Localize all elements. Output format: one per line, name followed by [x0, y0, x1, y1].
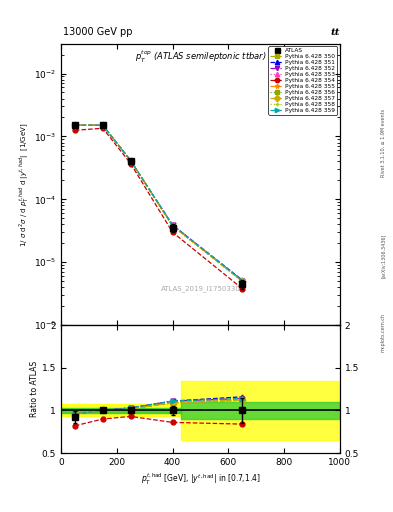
Y-axis label: Ratio to ATLAS: Ratio to ATLAS: [30, 361, 39, 417]
Bar: [181, 402, 340, 419]
Text: 13000 GeV pp: 13000 GeV pp: [63, 27, 132, 37]
Text: tt: tt: [331, 28, 340, 37]
Text: $p_T^{top}$ (ATLAS semileptonic ttbar): $p_T^{top}$ (ATLAS semileptonic ttbar): [134, 49, 266, 66]
Legend: ATLAS, Pythia 6.428 350, Pythia 6.428 351, Pythia 6.428 352, Pythia 6.428 353, P: ATLAS, Pythia 6.428 350, Pythia 6.428 35…: [268, 47, 337, 115]
Text: ATLAS_2019_I1750330: ATLAS_2019_I1750330: [160, 285, 241, 292]
X-axis label: $p_T^{t,\mathrm{had}}$ [GeV], $|y^{t,\mathrm{had}}|$ in [0.7,1.4]: $p_T^{t,\mathrm{had}}$ [GeV], $|y^{t,\ma…: [141, 471, 260, 486]
Bar: [181, 380, 340, 440]
Text: [arXiv:1306.3436]: [arXiv:1306.3436]: [381, 234, 386, 278]
Bar: [61, 404, 181, 416]
Text: mcplots.cern.ch: mcplots.cern.ch: [381, 313, 386, 352]
Bar: [61, 408, 181, 413]
Y-axis label: 1/ $\sigma$ d$^2$$\sigma$ / d $p_T^{t,had}$ d $|y^{t,had}|$  [1/GeV]: 1/ $\sigma$ d$^2$$\sigma$ / d $p_T^{t,ha…: [17, 122, 31, 247]
Text: Rivet 3.1.10, ≥ 1.9M events: Rivet 3.1.10, ≥ 1.9M events: [381, 109, 386, 178]
